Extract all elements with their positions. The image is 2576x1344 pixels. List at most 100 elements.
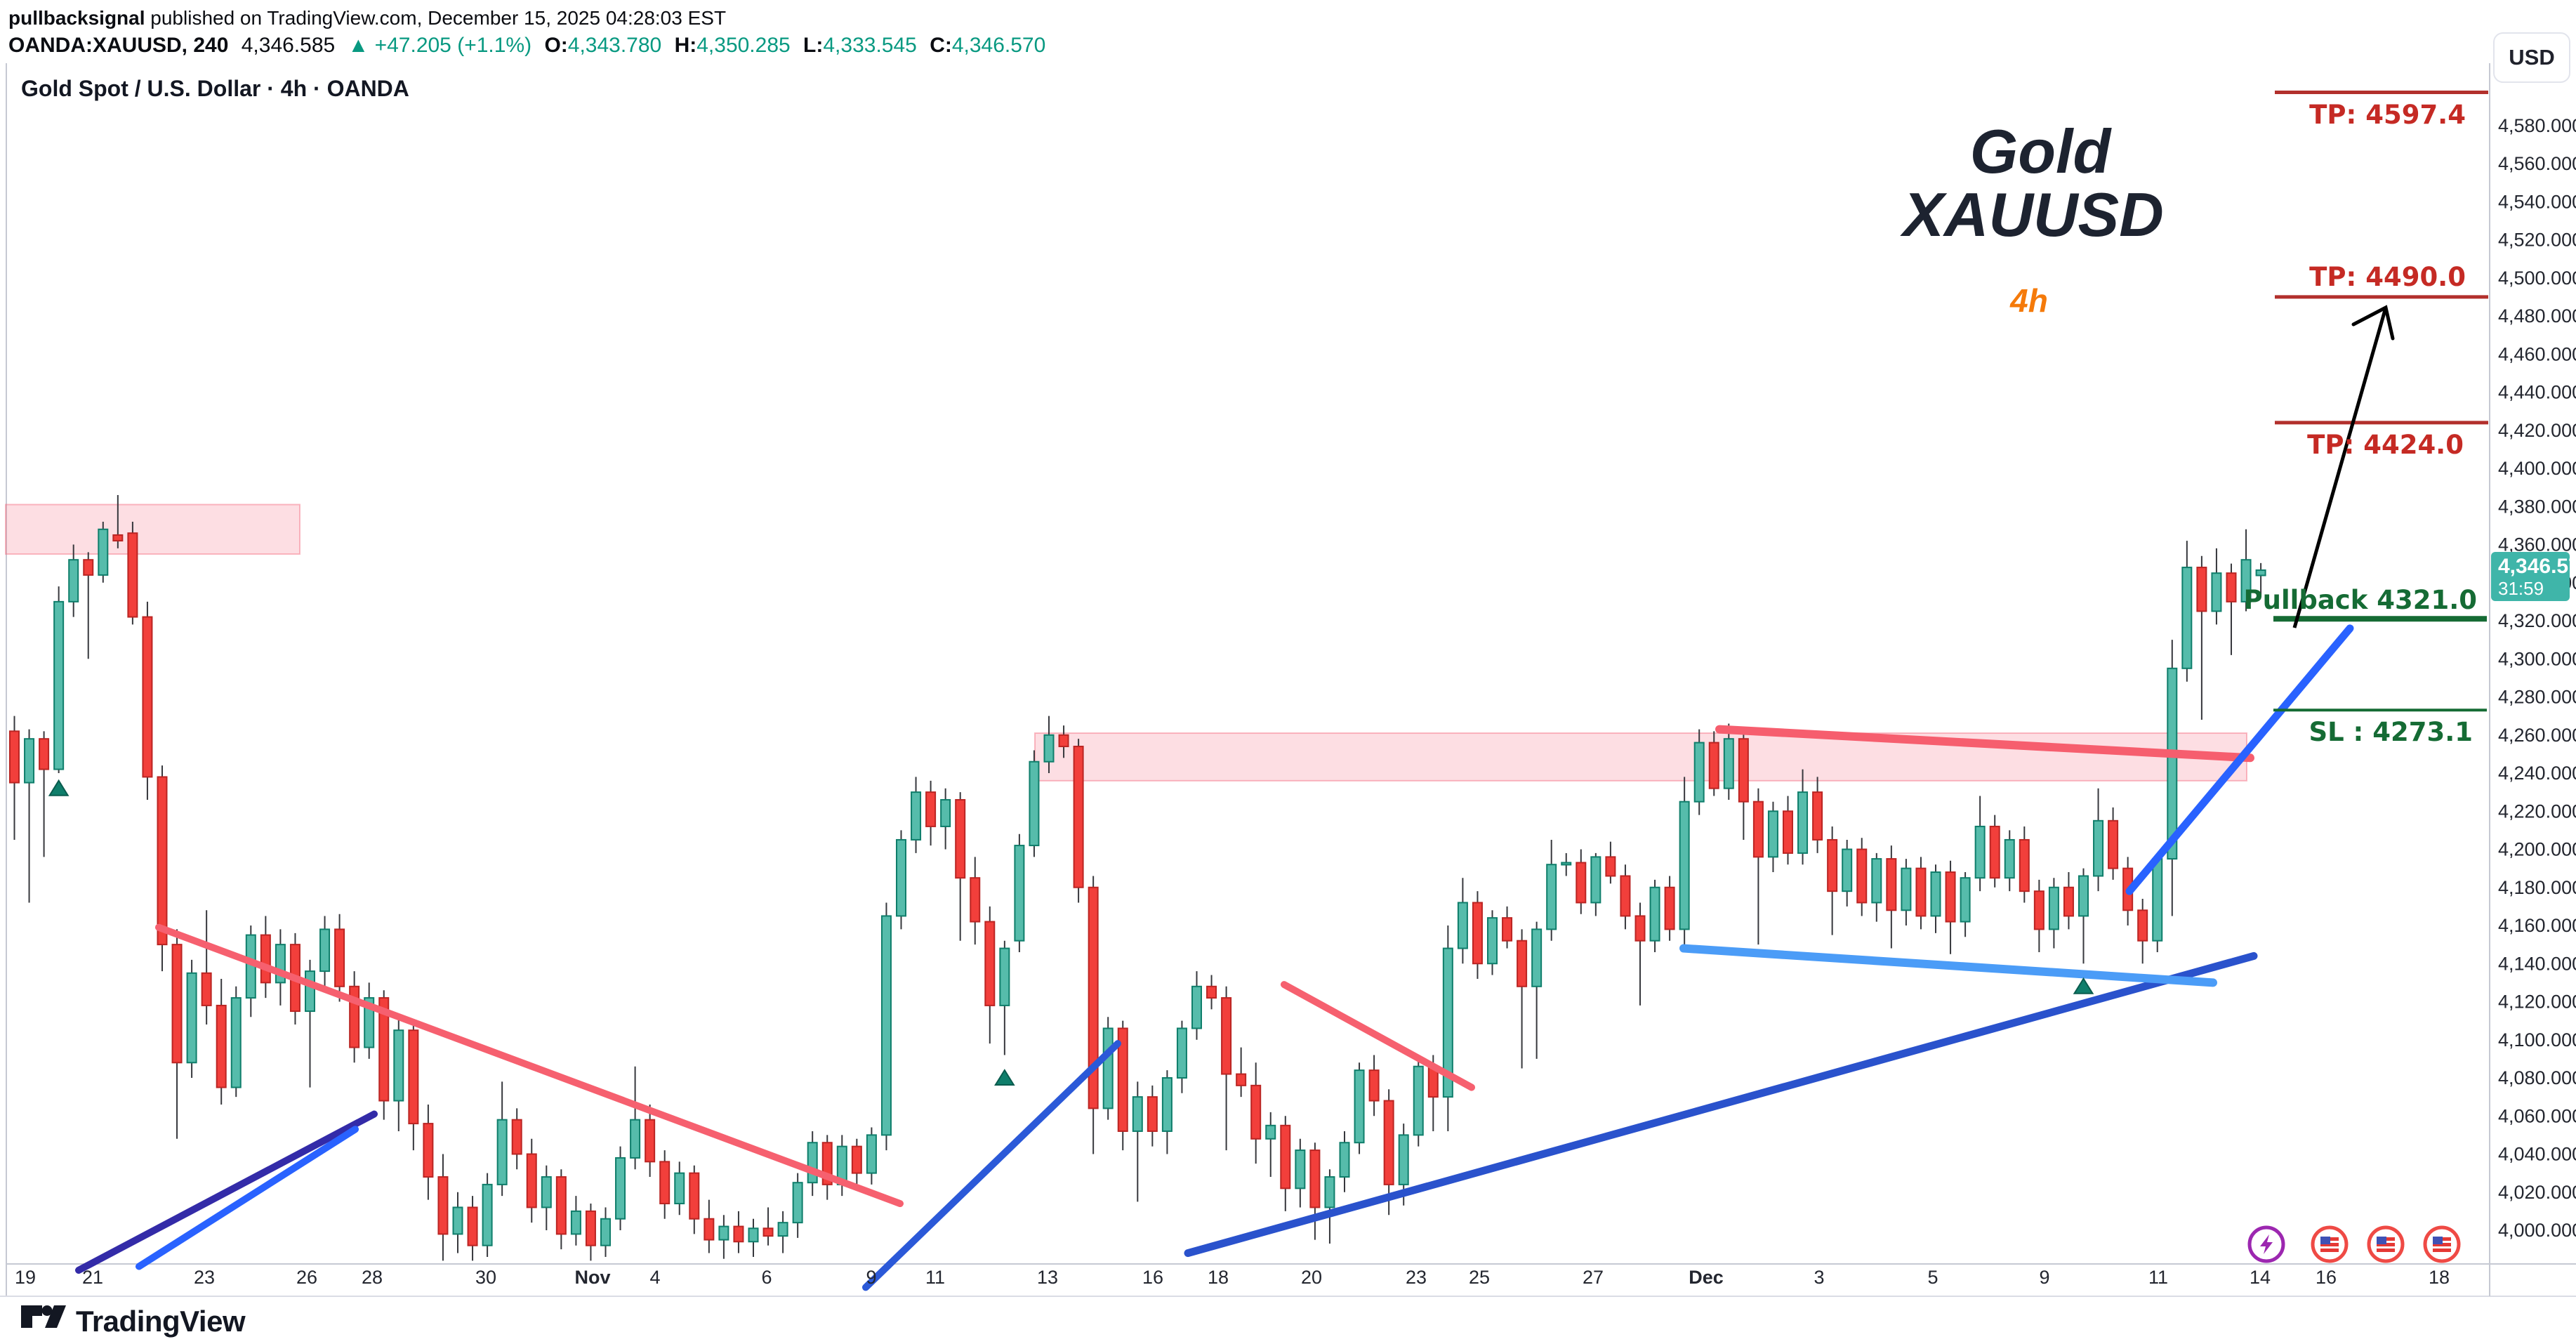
price-axis-tick[interactable]: 4,560.000 — [2498, 153, 2576, 174]
price-axis-tick[interactable]: 4,360.000 — [2498, 534, 2576, 555]
time-axis-tick[interactable]: 11 — [2148, 1267, 2168, 1288]
time-axis-tick[interactable]: Nov — [574, 1267, 610, 1288]
price-axis-tick[interactable]: 4,180.000 — [2498, 877, 2576, 898]
price-axis-tick[interactable]: 4,220.000 — [2498, 801, 2576, 822]
price-axis-tick[interactable]: 4,480.000 — [2498, 305, 2576, 327]
time-axis-tick[interactable]: 27 — [1583, 1267, 1604, 1288]
candle-up — [1029, 760, 1040, 847]
candle-down — [1472, 902, 1483, 965]
price-axis-tick[interactable]: 4,080.000 — [2498, 1067, 2576, 1088]
blue-uptrend-oct[interactable] — [136, 1126, 359, 1270]
price-axis-tick[interactable]: 4,100.000 — [2498, 1029, 2576, 1050]
time-axis-tick[interactable]: 3 — [1814, 1267, 1824, 1288]
us-flag-event-icon-2[interactable] — [2367, 1225, 2405, 1263]
price-axis-tick[interactable]: 4,000.000 — [2498, 1220, 2576, 1241]
candle-up — [1531, 928, 1543, 987]
time-axis-tick[interactable]: 6 — [761, 1267, 772, 1288]
low-value: 4,333.545 — [823, 34, 917, 57]
price-axis-tick[interactable]: 4,540.000 — [2498, 191, 2576, 212]
candle-down — [970, 877, 981, 923]
us-flag-event-icon-1[interactable] — [2311, 1225, 2349, 1263]
sl-label[interactable]: SL : 4273.1 — [2309, 717, 2473, 748]
candle-down — [260, 934, 271, 984]
currency-unit-chip[interactable]: USD — [2493, 32, 2570, 83]
tp3-label[interactable]: TP: 4424.0 — [2307, 429, 2464, 460]
time-axis-tick[interactable]: 9 — [866, 1267, 876, 1288]
price-axis-tick[interactable]: 4,240.000 — [2498, 763, 2576, 784]
supply-zone-oct[interactable] — [5, 503, 300, 555]
price-axis-tick[interactable]: 4,060.000 — [2498, 1105, 2576, 1126]
symbol-name[interactable]: OANDA:XAUUSD, 240 — [8, 34, 229, 57]
lightblue-support[interactable] — [1679, 944, 2217, 987]
price-axis-tick[interactable]: 4,120.000 — [2498, 991, 2576, 1013]
time-axis-tick[interactable]: 18 — [1208, 1267, 1229, 1288]
blue-uptrend-steep[interactable] — [2125, 624, 2354, 895]
price-axis-tick[interactable]: 4,200.000 — [2498, 839, 2576, 860]
price-axis-tick[interactable]: 4,040.000 — [2498, 1144, 2576, 1165]
symbol-ohlc-bar: OANDA:XAUUSD, 240 4,346.585 ▲ +47.205 (+… — [8, 34, 1045, 58]
time-axis-tick[interactable]: 26 — [296, 1267, 317, 1288]
price-axis-tick[interactable]: 4,580.000 — [2498, 115, 2576, 136]
price-axis-tick[interactable]: 4,500.000 — [2498, 268, 2576, 289]
candle-down — [526, 1153, 537, 1208]
time-axis-tick[interactable]: 28 — [362, 1267, 383, 1288]
blue-uptrend-long[interactable] — [1184, 951, 2258, 1258]
price-axis-tick[interactable]: 4,260.000 — [2498, 725, 2576, 746]
price-axis-tick[interactable]: 4,280.000 — [2498, 687, 2576, 708]
price-axis-tick[interactable]: 4,400.000 — [2498, 458, 2576, 479]
time-axis-tick[interactable]: 18 — [2429, 1267, 2450, 1288]
high-label: H: — [674, 34, 697, 57]
price-axis-tick[interactable]: 4,420.000 — [2498, 420, 2576, 441]
price-axis-tick[interactable]: 4,020.000 — [2498, 1182, 2576, 1203]
indigo-uptrend-oct[interactable] — [75, 1110, 378, 1274]
time-axis-tick[interactable]: 21 — [82, 1267, 103, 1288]
time-axis-tick[interactable]: 16 — [2316, 1267, 2337, 1288]
price-axis-tick[interactable]: 4,440.000 — [2498, 382, 2576, 403]
red-downtrend-nov[interactable] — [1281, 981, 1475, 1091]
candle-down — [1856, 848, 1868, 904]
price-axis-tick[interactable]: 4,520.000 — [2498, 230, 2576, 251]
time-axis-tick[interactable]: 23 — [1406, 1267, 1427, 1288]
time-axis-tick[interactable]: 25 — [1469, 1267, 1490, 1288]
time-axis-tick[interactable]: 14 — [2250, 1267, 2271, 1288]
pullback-label[interactable]: Pullback 4321.0 — [2243, 585, 2477, 616]
tp1-label[interactable]: TP: 4597.4 — [2309, 99, 2466, 130]
red-downtrend-oct[interactable] — [155, 923, 904, 1208]
candle-up — [1590, 856, 1601, 904]
watermark-symbol: XAUUSD — [1903, 180, 2164, 249]
time-axis-tick[interactable]: 23 — [194, 1267, 215, 1288]
price-axis-tick[interactable]: 4,160.000 — [2498, 915, 2576, 936]
candle-up — [1767, 810, 1778, 858]
red-downtrend-dec[interactable] — [1715, 725, 2254, 763]
time-axis-tick[interactable]: 30 — [475, 1267, 496, 1288]
price-axis-tick[interactable]: 4,300.000 — [2498, 648, 2576, 669]
price-axis-tick[interactable]: 4,320.000 — [2498, 610, 2576, 631]
lightning-event-icon[interactable] — [2247, 1225, 2285, 1263]
tp2-label[interactable]: TP: 4490.0 — [2309, 261, 2466, 292]
current-price-badge: 4,346.570 31:59 — [2491, 551, 2576, 601]
time-axis-tick[interactable]: 20 — [1301, 1267, 1322, 1288]
projection-arrow[interactable] — [2292, 307, 2388, 628]
time-axis-tick[interactable]: 5 — [1927, 1267, 1938, 1288]
supply-zone-dec[interactable] — [1034, 732, 2247, 782]
time-axis-tick[interactable]: Dec — [1689, 1267, 1724, 1288]
time-axis-tick[interactable]: 9 — [2039, 1267, 2049, 1288]
blue-uptrend-nov9[interactable] — [862, 1040, 1121, 1291]
price-axis-tick[interactable]: 4,140.000 — [2498, 953, 2576, 974]
candle-down — [762, 1227, 774, 1237]
tradingview-logo[interactable]: TradingView — [21, 1305, 246, 1338]
price-axis-tick[interactable]: 4,380.000 — [2498, 496, 2576, 517]
time-axis-tick[interactable]: 4 — [649, 1267, 660, 1288]
time-axis-tick[interactable]: 19 — [15, 1267, 36, 1288]
buy-triangle-3[interactable] — [2073, 977, 2094, 994]
buy-triangle-1[interactable] — [48, 779, 70, 796]
candle-down — [1752, 801, 1764, 858]
time-axis-tick[interactable]: 16 — [1142, 1267, 1163, 1288]
time-axis-tick[interactable]: 13 — [1037, 1267, 1058, 1288]
price-axis-tick[interactable]: 4,460.000 — [2498, 343, 2576, 364]
time-axis-tick[interactable]: 11 — [925, 1267, 945, 1288]
open-value: 4,343.780 — [567, 34, 662, 57]
us-flag-event-icon-3[interactable] — [2423, 1225, 2461, 1263]
buy-triangle-2[interactable] — [994, 1069, 1015, 1086]
